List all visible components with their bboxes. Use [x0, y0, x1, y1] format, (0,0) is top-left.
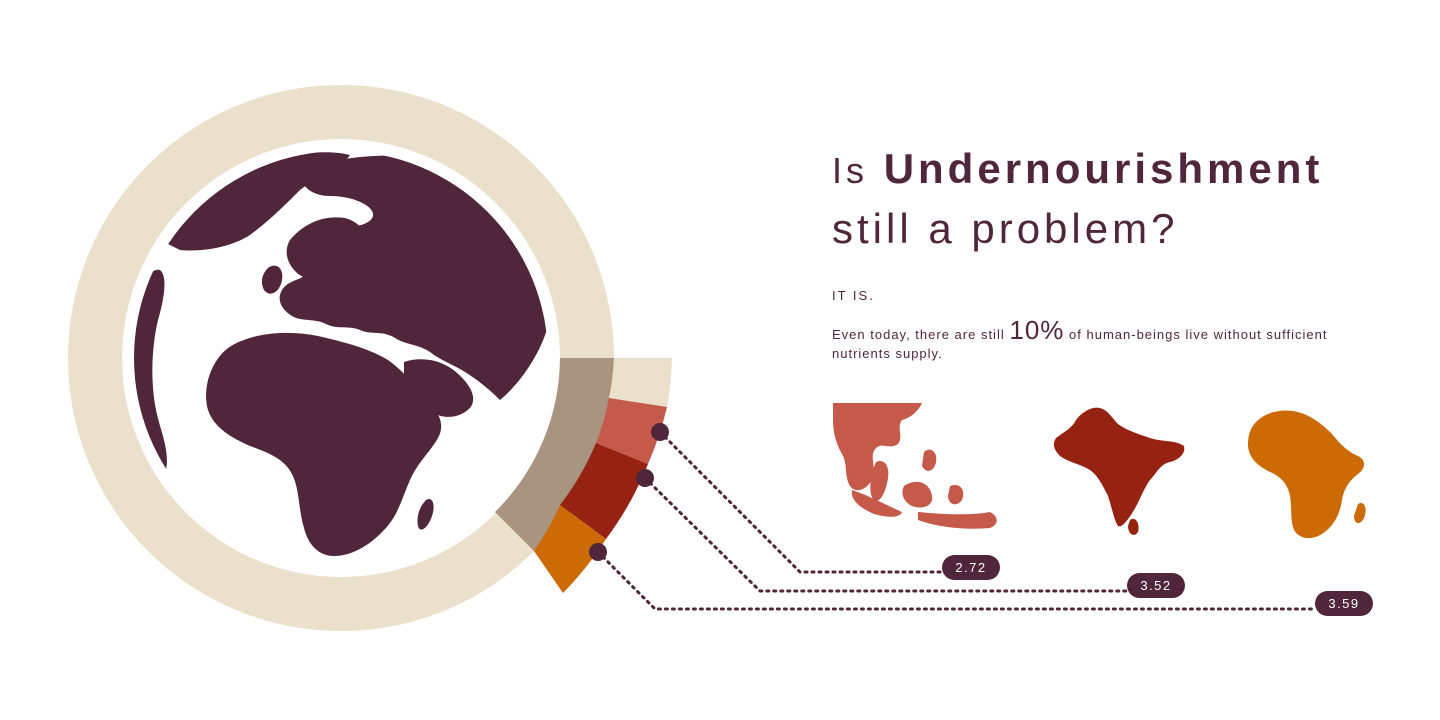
connector-line-3 [596, 550, 1317, 611]
headline-emphasis: Undernourishment [883, 145, 1324, 192]
connector-line-2 [643, 476, 1129, 593]
region-value-label: 3.59 [1328, 596, 1359, 611]
eurasia-shape [279, 155, 548, 400]
headline: Is Undernourishment still a problem? [832, 140, 1392, 258]
headline-rest: still a problem? [832, 205, 1179, 252]
connector-line-1 [658, 430, 946, 574]
madagascar-shape [417, 498, 434, 530]
arc-segment-africa [534, 505, 606, 593]
map-south-asia [1053, 407, 1185, 535]
globe [133, 150, 549, 566]
badge-bg-1 [942, 555, 1000, 580]
connector-dot-2 [636, 469, 654, 487]
body-after: of human-beings live without sufficient … [832, 327, 1328, 361]
arabia-shape [404, 359, 474, 417]
badge-bg-2 [1127, 573, 1185, 598]
text-block: Is Undernourishment still a problem? IT … [832, 140, 1392, 363]
ring-highlight-segment [495, 358, 614, 551]
region-value-label: 2.72 [955, 560, 986, 575]
body-text: Even today, there are still 10% of human… [832, 317, 1352, 363]
british-isles-shape [261, 265, 283, 294]
region-value-label: 3.52 [1140, 578, 1171, 593]
arc-segment-south-asia [560, 443, 648, 539]
arc-segment-neutral [609, 358, 672, 407]
badge-bg-3 [1315, 591, 1373, 616]
map-africa [1248, 410, 1366, 539]
americas-shape [134, 269, 167, 470]
body-highlight: 10% [1009, 315, 1065, 345]
connector-dot-3 [589, 543, 607, 561]
map-southeast-asia [833, 403, 997, 529]
headline-lead: Is [832, 150, 869, 191]
body-before: Even today, there are still [832, 327, 1005, 342]
answer-text: IT IS. [832, 288, 875, 303]
arc-segment-southeast-asia [596, 398, 667, 464]
africa-shape [206, 332, 442, 556]
connector-dot-1 [651, 423, 669, 441]
